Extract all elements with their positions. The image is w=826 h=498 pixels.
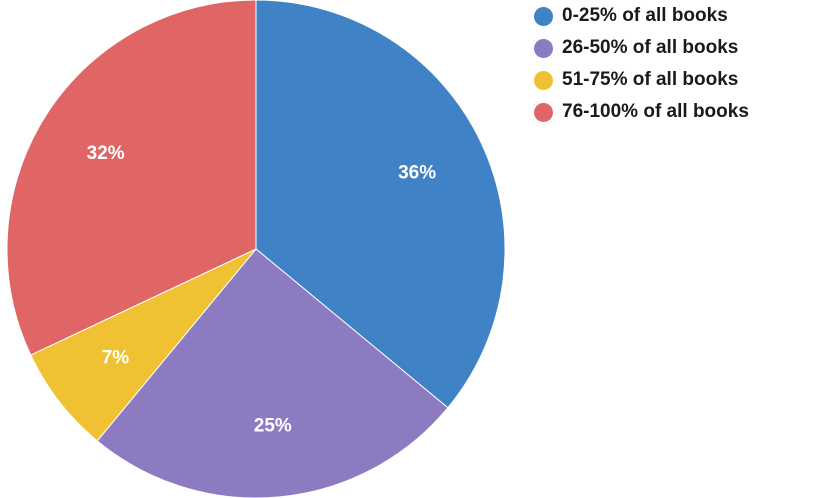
legend-item[interactable]: 0-25% of all books <box>534 0 749 32</box>
legend-swatch-icon <box>534 6 553 26</box>
legend-swatch-icon <box>534 102 553 122</box>
pie-slice-label: 36% <box>398 163 436 184</box>
legend-item[interactable]: 26-50% of all books <box>534 32 749 64</box>
chart-legend: 0-25% of all books 26-50% of all books 5… <box>534 0 749 128</box>
pie-slice[interactable] <box>30 248 257 442</box>
legend-swatch-icon <box>534 38 553 58</box>
legend-item[interactable]: 76-100% of all books <box>534 96 749 128</box>
pie-slice[interactable] <box>6 0 257 356</box>
legend-label: 76-100% of all books <box>562 101 749 122</box>
pie-slice-label: 25% <box>254 416 292 437</box>
pie-slice[interactable] <box>255 0 506 409</box>
legend-swatch-icon <box>534 70 553 90</box>
pie-slice-label: 32% <box>87 143 125 164</box>
pie-slices <box>6 0 506 498</box>
legend-label: 0-25% of all books <box>562 5 728 26</box>
pie-slice[interactable] <box>96 248 449 498</box>
pie-slice-label: 7% <box>102 348 130 369</box>
legend-label: 51-75% of all books <box>562 69 739 90</box>
pie-slice-labels: 36% 25% 7% 32% <box>87 143 437 437</box>
legend-item[interactable]: 51-75% of all books <box>534 64 749 96</box>
legend-label: 26-50% of all books <box>562 37 739 58</box>
